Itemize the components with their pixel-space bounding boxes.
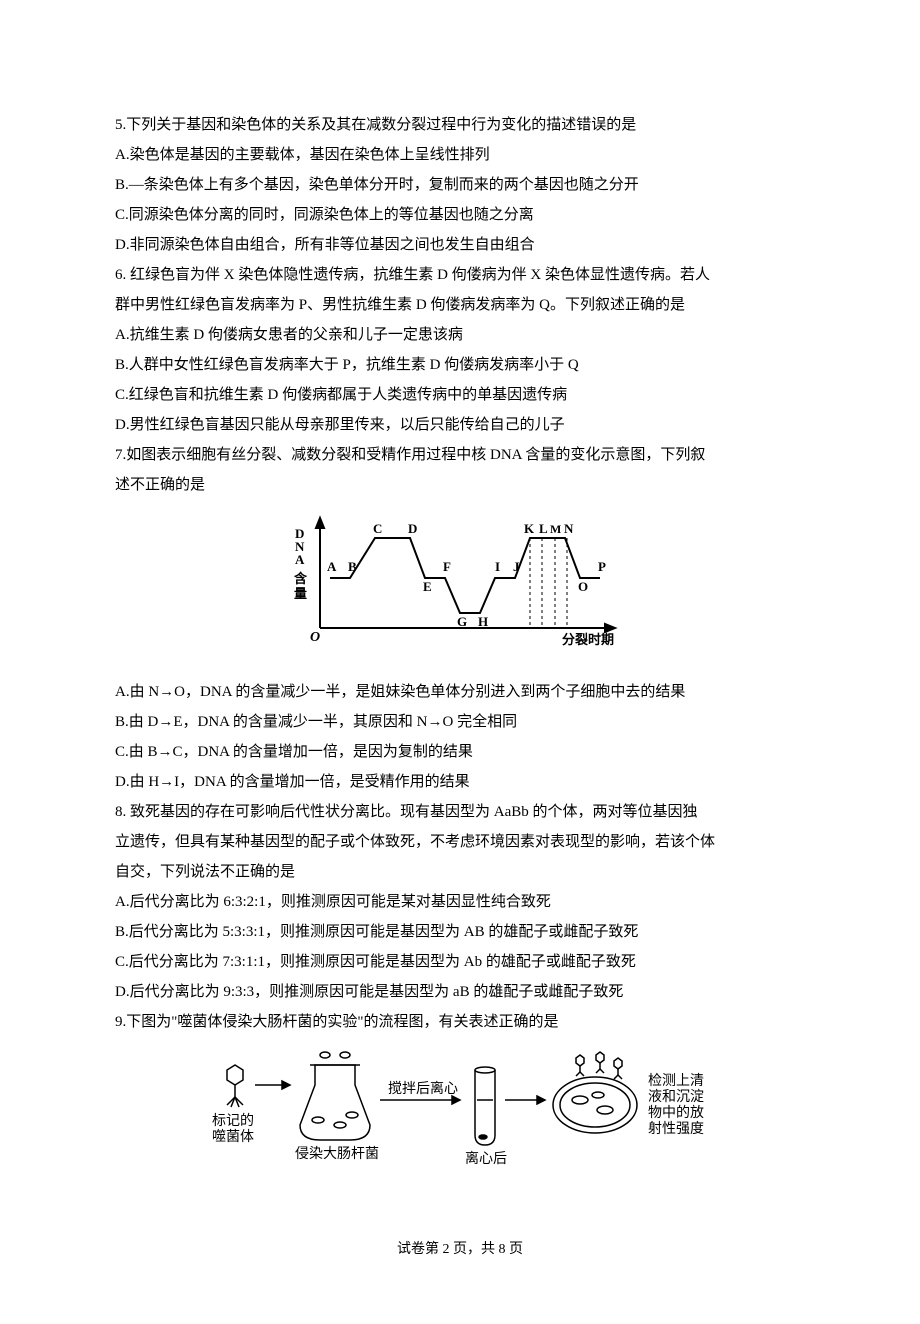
q5-c: C.同源染色体分离的同时，同源染色体上的等位基因也随之分离 — [115, 200, 805, 230]
q5-d: D.非同源染色体自由组合，所有非等位基因之间也发生自由组合 — [115, 230, 805, 260]
q6-stem2: 群中男性红绿色盲发病率为 P、男性抗维生素 D 佝偻病发病率为 Q。下列叙述正确… — [115, 290, 805, 320]
svg-text:O: O — [578, 579, 588, 594]
q6-d: D.男性红绿色盲基因只能从母亲那里传来，以后只能传给自己的儿子 — [115, 410, 805, 440]
svg-text:E: E — [423, 579, 432, 594]
svg-text:检测上清: 检测上清 — [648, 1073, 704, 1089]
svg-text:D: D — [408, 521, 417, 536]
q8-c: C.后代分离比为 7:3:1:1，则推测原因可能是基因型为 Ab 的雄配子或雌配… — [115, 947, 805, 977]
q8-stem2: 立遗传，但具有某种基因型的配子或个体致死，不考虑环境因素对表现型的影响，若该个体 — [115, 827, 805, 857]
q8-b: B.后代分离比为 5:3:3:1，则推测原因可能是基因型为 AB 的雄配子或雌配… — [115, 917, 805, 947]
svg-text:J: J — [513, 559, 520, 574]
svg-text:A: A — [327, 559, 337, 574]
svg-text:P: P — [598, 559, 606, 574]
svg-text:搅拌后离心: 搅拌后离心 — [388, 1080, 458, 1097]
q7-stem2: 述不正确的是 — [115, 470, 805, 500]
q5-stem: 5.下列关于基因和染色体的关系及其在减数分裂过程中行为变化的描述错误的是 — [115, 110, 805, 140]
svg-text:物中的放: 物中的放 — [648, 1105, 704, 1121]
q6-a: A.抗维生素 D 佝偻病女患者的父亲和儿子一定患该病 — [115, 320, 805, 350]
q7-d: D.由 H→I，DNA 的含量增加一倍，是受精作用的结果 — [115, 767, 805, 797]
svg-text:K: K — [524, 521, 535, 536]
svg-text:H: H — [478, 614, 488, 629]
svg-text:B: B — [348, 559, 357, 574]
svg-text:G: G — [457, 614, 467, 629]
q6-c: C.红绿色盲和抗维生素 D 佝偻病都属于人类遗传病中的单基因遗传病 — [115, 380, 805, 410]
q6-b: B.人群中女性红绿色盲发病率大于 P，抗维生素 D 佝偻病发病率小于 Q — [115, 350, 805, 380]
svg-text:量: 量 — [294, 586, 307, 601]
q9-stem: 9.下图为"噬菌体侵染大肠杆菌的实验"的流程图，有关表述正确的是 — [115, 1007, 805, 1037]
page-footer: 试卷第 2 页，共 8 页 — [115, 1236, 805, 1264]
svg-text:O: O — [310, 630, 320, 645]
q7-a: A.由 N→O，DNA 的含量减少一半，是姐妹染色单体分别进入到两个子细胞中去的… — [115, 677, 805, 707]
q5-b: B.—条染色体上有多个基因，染色单体分开时，复制而来的两个基因也随之分开 — [115, 170, 805, 200]
q5-a: A.染色体是基因的主要载体，基因在染色体上呈线性排列 — [115, 140, 805, 170]
x-axis-label: 分裂时期 — [562, 632, 614, 647]
svg-text:侵染大肠杆菌: 侵染大肠杆菌 — [295, 1145, 379, 1162]
q7-figure: D N A 含 量 O A B C D E F G H I J K L M N … — [115, 508, 805, 669]
svg-text:L: L — [539, 521, 548, 536]
svg-text:N: N — [564, 521, 574, 536]
svg-text:F: F — [443, 559, 451, 574]
svg-text:噬菌体: 噬菌体 — [212, 1129, 254, 1145]
svg-text:离心后: 离心后 — [465, 1150, 507, 1167]
svg-text:液和沉淀: 液和沉淀 — [648, 1089, 704, 1105]
q7-stem1: 7.如图表示细胞有丝分裂、减数分裂和受精作用过程中核 DNA 含量的变化示意图，… — [115, 440, 805, 470]
svg-text:M: M — [550, 522, 561, 536]
q8-d: D.后代分离比为 9:3:3，则推测原因可能是基因型为 aB 的雄配子或雌配子致… — [115, 977, 805, 1007]
svg-text:含: 含 — [293, 571, 308, 586]
q8-stem3: 自交，下列说法不正确的是 — [115, 857, 805, 887]
q6-stem1: 6. 红绿色盲为伴 X 染色体隐性遗传病，抗维生素 D 佝偻病为伴 X 染色体显… — [115, 260, 805, 290]
q7-b: B.由 D→E，DNA 的含量减少一半，其原因和 N→O 完全相同 — [115, 707, 805, 737]
q8-stem1: 8. 致死基因的存在可影响后代性状分离比。现有基因型为 AaBb 的个体，两对等… — [115, 797, 805, 827]
svg-text:I: I — [495, 559, 500, 574]
svg-text:标记的: 标记的 — [212, 1113, 254, 1129]
q9-figure: 标记的 噬菌体 侵染大肠杆菌 搅拌后离心 离心后 检测上清 液和沉淀 物中的放 … — [115, 1045, 805, 1196]
svg-text:A: A — [295, 552, 305, 567]
q8-a: A.后代分离比为 6:3:2:1，则推测原因可能是某对基因显性纯合致死 — [115, 887, 805, 917]
svg-text:射性强度: 射性强度 — [648, 1121, 704, 1137]
q7-c: C.由 B→C，DNA 的含量增加一倍，是因为复制的结果 — [115, 737, 805, 767]
svg-text:C: C — [373, 521, 382, 536]
